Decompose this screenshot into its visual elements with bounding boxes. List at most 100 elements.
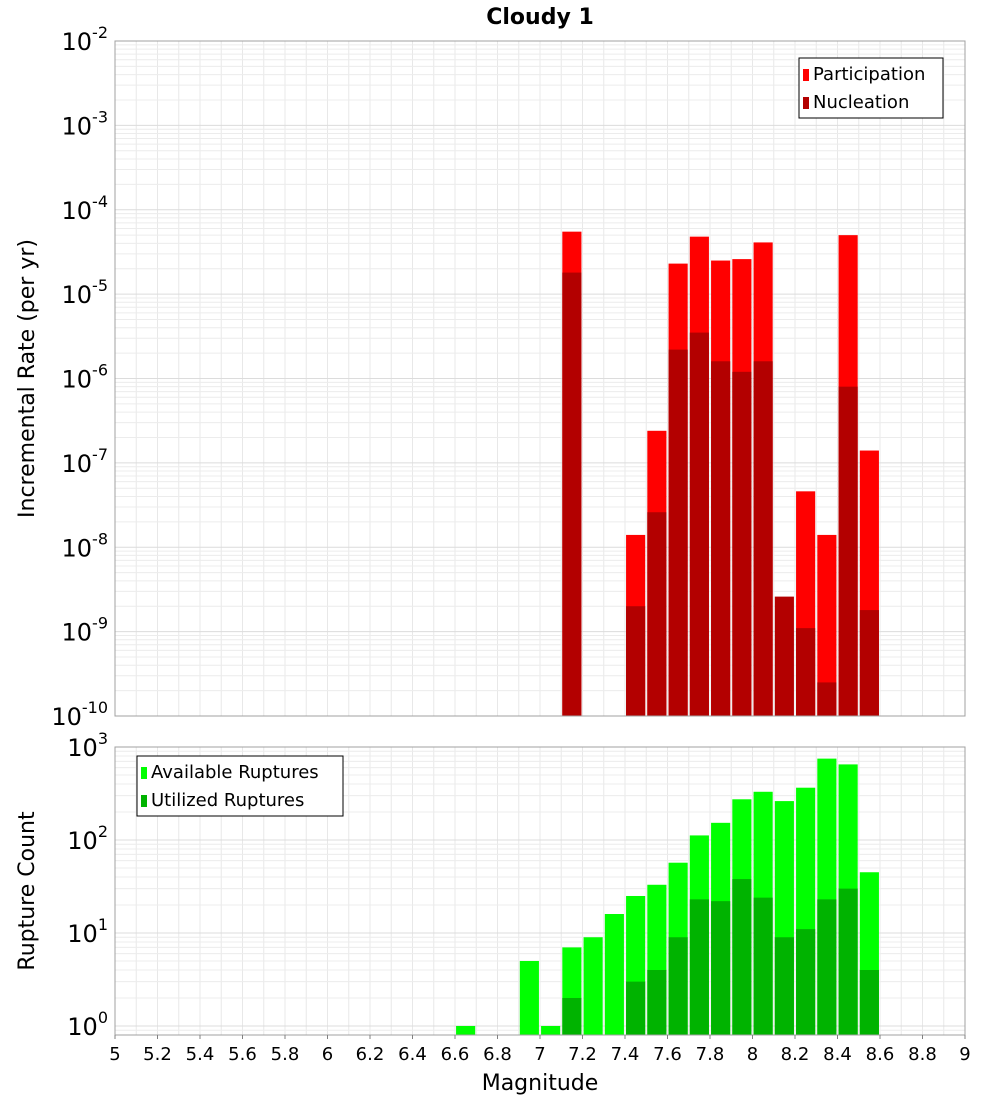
y-tick-exponent: -3: [92, 107, 108, 126]
bar-nucleation: [796, 628, 816, 716]
y-tick-exponent: 2: [98, 822, 108, 841]
bar-nucleation: [626, 606, 646, 716]
y-tick-label: 10-9: [62, 614, 109, 647]
bar-utilized-ruptures: [838, 888, 858, 1035]
legend-box: [136, 755, 344, 817]
bar-utilized-ruptures: [689, 899, 709, 1035]
bar-nucleation: [668, 349, 688, 716]
x-tick-label: 8.2: [781, 1044, 810, 1065]
bar-nucleation: [711, 361, 731, 716]
x-tick-label: 9: [959, 1044, 970, 1065]
y-axis-label: Rupture Count: [15, 811, 40, 971]
y-tick-label: 10-2: [62, 23, 109, 56]
x-tick-label: 5.4: [186, 1044, 215, 1065]
y-tick-base: 10: [67, 827, 98, 855]
legend-swatch: [803, 97, 809, 109]
y-tick-exponent: 0: [98, 1008, 108, 1027]
y-tick-exponent: -6: [92, 361, 108, 380]
x-tick-label: 5.2: [143, 1044, 172, 1065]
bar-utilized-ruptures: [711, 901, 731, 1035]
chart-title: Cloudy 1: [486, 5, 594, 30]
bar-nucleation: [859, 610, 879, 716]
legend: Participation Nucleation: [798, 57, 944, 119]
y-tick-base: 10: [67, 920, 98, 948]
y-tick-label: 101: [67, 915, 108, 948]
plot-frame: [114, 40, 966, 717]
bar-available-ruptures: [541, 1025, 561, 1035]
y-tick-base: 10: [62, 619, 93, 647]
legend-label: Utilized Ruptures: [151, 790, 304, 811]
bar-utilized-ruptures: [753, 897, 773, 1035]
bar-utilized-ruptures: [796, 929, 816, 1035]
bar-utilized-ruptures: [668, 937, 688, 1035]
bar-utilized-ruptures: [647, 969, 667, 1035]
y-tick-label: 10-7: [62, 445, 109, 478]
y-tick-label: 10-10: [51, 698, 108, 731]
y-tick-exponent: -2: [92, 23, 108, 42]
y-tick-exponent: -5: [92, 276, 108, 295]
x-axis-label: Magnitude: [482, 1071, 599, 1096]
legend-swatch: [141, 795, 147, 807]
y-tick-base: 10: [62, 112, 93, 140]
y-tick-exponent: 3: [98, 729, 108, 748]
y-tick-exponent: -7: [92, 445, 108, 464]
y-tick-exponent: -10: [82, 698, 108, 717]
legend-label: Participation: [813, 64, 925, 85]
bar-nucleation: [689, 332, 709, 716]
bar-available-ruptures: [456, 1025, 476, 1035]
y-tick-base: 10: [62, 281, 93, 309]
y-tick-base: 10: [67, 1013, 98, 1041]
bar-nucleation: [774, 596, 794, 716]
y-tick-base: 10: [62, 28, 93, 56]
y-tick-base: 10: [62, 534, 93, 562]
y-tick-label: 100: [67, 1008, 108, 1041]
x-tick-label: 6.8: [483, 1044, 512, 1065]
bar-participation: [817, 534, 837, 716]
x-tick-label: 8: [747, 1044, 758, 1065]
legend-swatch: [803, 69, 809, 81]
bar-utilized-ruptures: [859, 969, 879, 1035]
y-tick-base: 10: [62, 197, 93, 225]
legend-box: [798, 57, 944, 119]
y-tick-exponent: 1: [98, 915, 108, 934]
y-tick-label: 10-4: [62, 192, 109, 225]
y-tick-label: 103: [67, 729, 108, 762]
legend-swatch: [141, 767, 147, 779]
y-tick-label: 10-3: [62, 107, 109, 140]
x-tick-label: 7: [534, 1044, 545, 1065]
x-tick-label: 7.2: [568, 1044, 597, 1065]
legend-label: Available Ruptures: [151, 762, 319, 783]
y-tick-base: 10: [62, 450, 93, 478]
bar-utilized-ruptures: [562, 997, 582, 1035]
bar-available-ruptures: [519, 960, 539, 1035]
x-tick-label: 5.6: [228, 1044, 257, 1065]
y-tick-label: 102: [67, 822, 108, 855]
y-tick-base: 10: [51, 703, 82, 731]
x-tick-label: 5.8: [271, 1044, 300, 1065]
bar-nucleation: [753, 361, 773, 716]
x-tick-label: 7.4: [611, 1044, 640, 1065]
bar-available-ruptures: [604, 914, 624, 1035]
x-tick-label: 8.8: [908, 1044, 937, 1065]
y-tick-label: 10-8: [62, 529, 109, 562]
bar-nucleation: [732, 371, 752, 716]
bar-utilized-ruptures: [774, 937, 794, 1035]
y-tick-label: 10-6: [62, 361, 109, 394]
x-tick-label: 6.6: [441, 1044, 470, 1065]
y-tick-exponent: -8: [92, 529, 108, 548]
x-tick-label: 8.4: [823, 1044, 852, 1065]
bar-nucleation: [562, 272, 582, 716]
x-tick-label: 5: [109, 1044, 120, 1065]
bar-utilized-ruptures: [626, 981, 646, 1035]
y-tick-base: 10: [67, 734, 98, 762]
y-axis-label: Incremental Rate (per yr): [15, 239, 40, 518]
x-tick-label: 6.4: [398, 1044, 427, 1065]
x-tick-label: 7.8: [696, 1044, 725, 1065]
legend: Available Ruptures Utilized Ruptures: [136, 755, 344, 817]
y-tick-label: 10-5: [62, 276, 109, 309]
legend-label: Nucleation: [813, 92, 909, 113]
bar-nucleation: [647, 512, 667, 716]
